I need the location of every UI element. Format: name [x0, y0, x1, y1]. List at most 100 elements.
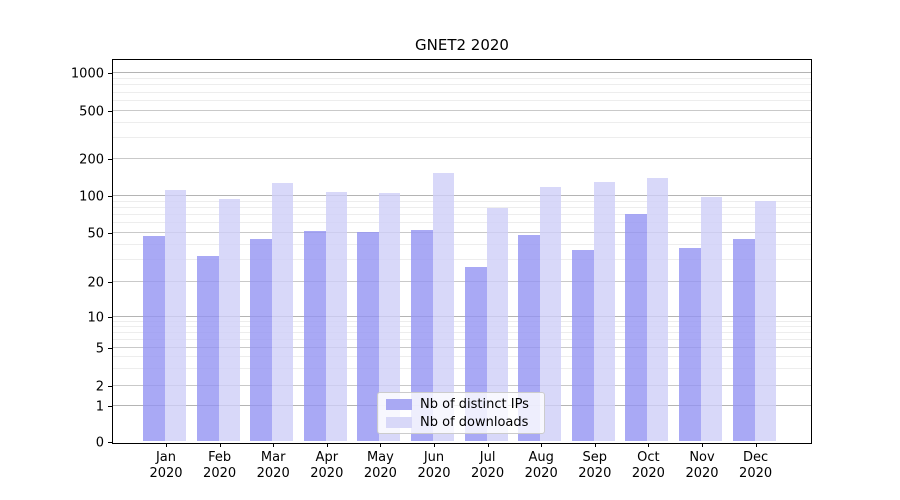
bar-downloads [701, 196, 722, 441]
gridline [113, 91, 811, 93]
bar-downloads [486, 208, 508, 441]
x-axis-tick [648, 443, 650, 447]
x-tick-year: 2020 [149, 466, 183, 482]
gridline [113, 222, 811, 224]
x-axis-tick [434, 443, 435, 447]
gridline [113, 259, 811, 261]
bar-distinct-ips [196, 255, 219, 441]
gridline [113, 347, 811, 348]
bar-distinct-ips [732, 238, 755, 441]
x-axis-tick [755, 443, 757, 447]
x-tick-month: Jun [423, 450, 445, 465]
x-tick-year: 2020 [203, 466, 237, 482]
x-axis-tick [702, 443, 703, 447]
gridline [113, 316, 811, 317]
x-axis-tick-label: Aug 2020 [509, 450, 573, 483]
gridline [113, 195, 811, 196]
y-axis-tick-label: 0 [95, 435, 104, 451]
x-axis-tick-label: May 2020 [348, 450, 412, 483]
y-axis-tick-label: 10 [87, 310, 104, 326]
gridline [113, 338, 811, 340]
x-axis-tick-label: Mar 2020 [241, 450, 305, 483]
plot-area [112, 59, 812, 444]
gridline [113, 281, 811, 282]
bar-downloads [754, 200, 776, 441]
gridline [113, 206, 811, 208]
legend-swatch-downloads [386, 416, 412, 428]
x-tick-month: Jan [155, 450, 177, 465]
bar-downloads [593, 182, 615, 441]
legend-label: Nb of distinct IPs [420, 396, 529, 412]
x-axis-tick-label: Feb 2020 [188, 450, 252, 483]
bar-downloads [647, 177, 669, 441]
x-axis-tick-label: Oct 2020 [616, 450, 680, 483]
gridline [113, 121, 811, 123]
gridline [113, 331, 811, 333]
gridline [113, 368, 811, 370]
x-tick-year: 2020 [310, 466, 344, 482]
y-axis-tick [108, 159, 112, 160]
y-axis-tick [108, 406, 112, 407]
gridline [113, 243, 811, 245]
x-tick-year: 2020 [363, 466, 397, 482]
x-axis-tick [273, 443, 275, 447]
y-axis-tick-label: 2 [95, 379, 104, 395]
x-tick-month: Apr [315, 450, 339, 465]
bar-distinct-ips [571, 249, 594, 441]
gridline [113, 84, 811, 86]
bar-distinct-ips [411, 229, 433, 441]
x-axis-tick-label: Jun 2020 [402, 450, 466, 483]
bar-downloads [218, 199, 240, 441]
y-axis-tick [108, 386, 112, 387]
x-tick-year: 2020 [471, 466, 505, 482]
bar-distinct-ips [518, 235, 541, 441]
bar-distinct-ips [625, 214, 648, 441]
x-axis-tick [487, 443, 489, 447]
legend: Nb of distinct IPs Nb of downloads [377, 392, 545, 434]
y-axis-tick [108, 442, 112, 443]
x-axis-tick-label: Sep 2020 [563, 450, 627, 483]
x-tick-year: 2020 [256, 466, 290, 482]
x-axis-tick-label: Jul 2020 [456, 450, 520, 483]
bar-downloads [165, 189, 186, 441]
y-axis-tick [108, 73, 112, 74]
y-axis-tick [108, 111, 112, 112]
y-axis-tick-label: 20 [87, 275, 104, 291]
bar-distinct-ips [679, 248, 701, 441]
x-tick-year: 2020 [524, 466, 558, 482]
bar-distinct-ips [303, 230, 326, 441]
x-axis-tick [541, 443, 543, 447]
chart-title: GNET2 2020 [415, 36, 509, 54]
gridline [113, 77, 811, 79]
y-axis-tick [108, 196, 112, 197]
bar-downloads [433, 172, 454, 441]
gridline [113, 110, 811, 111]
bar-distinct-ips [143, 236, 165, 441]
gridline [113, 200, 811, 202]
x-tick-month: Nov [689, 450, 715, 465]
bar-downloads [540, 187, 562, 441]
x-tick-month: Dec [743, 450, 769, 465]
bar-distinct-ips [250, 238, 273, 441]
legend-row: Nb of distinct IPs [386, 397, 536, 412]
gridline [113, 232, 811, 233]
x-tick-month: Oct [637, 450, 660, 465]
y-axis-tick [108, 317, 112, 318]
legend-swatch-distinct-ips [386, 398, 412, 410]
x-tick-month: Mar [260, 450, 286, 465]
x-tick-year: 2020 [739, 466, 773, 482]
gridline [113, 385, 811, 386]
x-axis-tick [326, 443, 328, 447]
gridline [113, 214, 811, 216]
gridline [113, 325, 811, 327]
x-tick-year: 2020 [578, 466, 612, 482]
y-axis-tick [108, 233, 112, 234]
x-tick-month: Jul [479, 450, 496, 465]
x-axis-tick [380, 443, 382, 447]
gridline [113, 158, 811, 159]
y-axis-tick [108, 282, 112, 283]
x-axis-tick-label: Dec 2020 [724, 450, 788, 483]
y-axis-tick-label: 500 [79, 104, 104, 120]
x-tick-month: Sep [582, 450, 608, 465]
